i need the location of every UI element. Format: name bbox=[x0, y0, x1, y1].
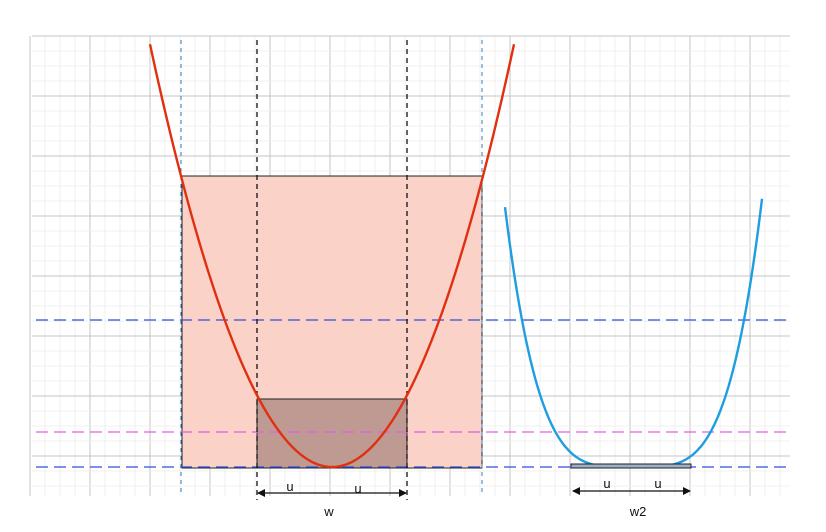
thin-rectangle bbox=[570, 463, 692, 469]
left-u-label-2: u bbox=[354, 481, 361, 496]
right-u-label-1: u bbox=[603, 476, 610, 491]
right-width-label: w2 bbox=[629, 504, 647, 519]
quartic-curve bbox=[503, 198, 764, 469]
left-width-label: w bbox=[323, 504, 334, 519]
right-u-label-2: u bbox=[654, 476, 661, 491]
parabola-curve bbox=[148, 44, 516, 469]
left-u-label-1: u bbox=[286, 479, 293, 494]
